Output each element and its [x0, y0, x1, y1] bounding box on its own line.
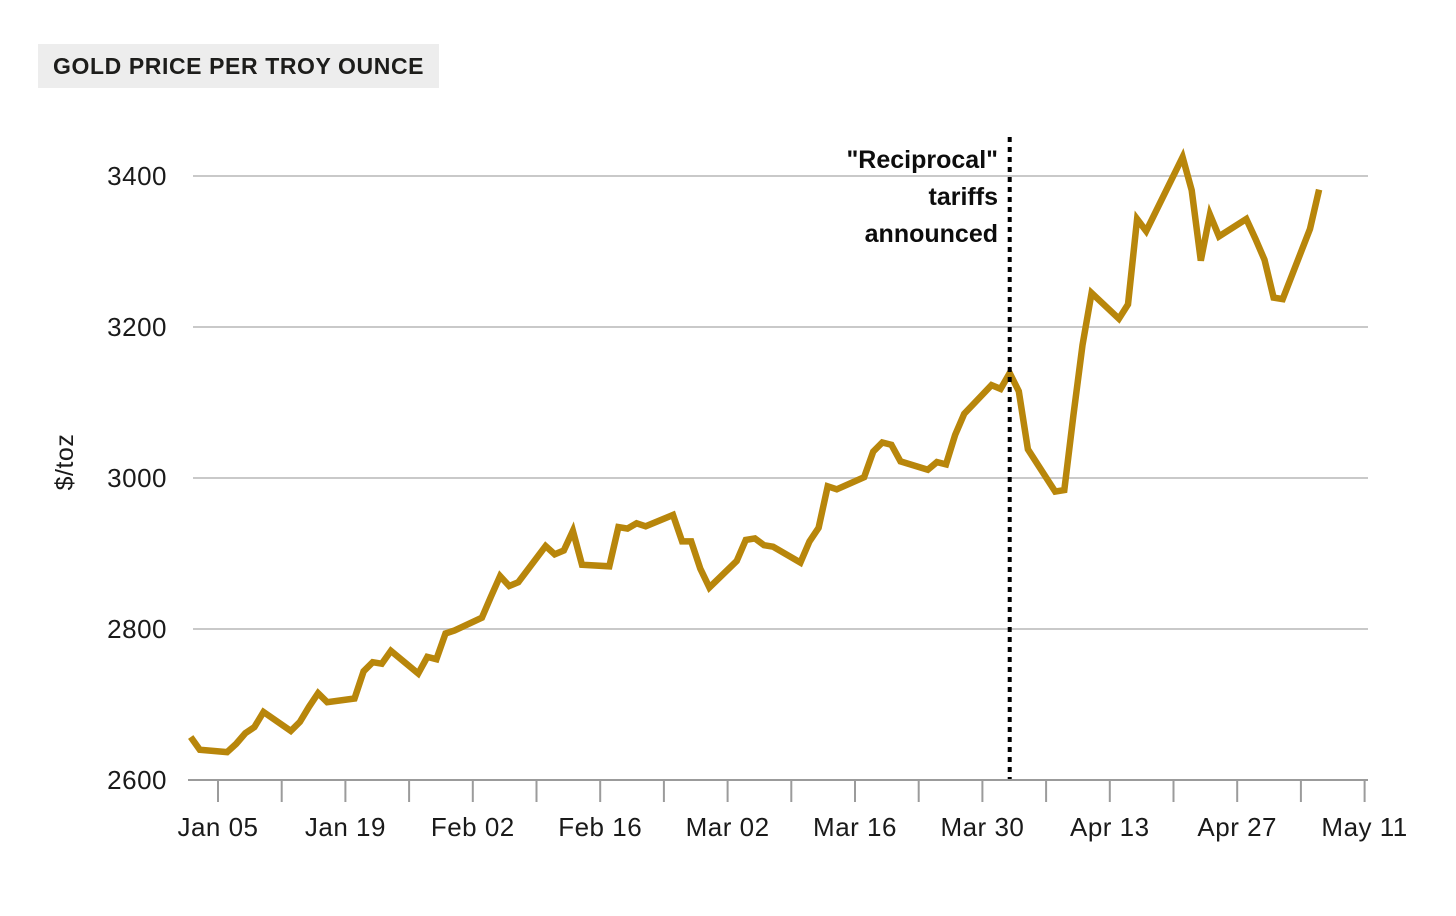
chart-title: GOLD PRICE PER TROY OUNCE: [38, 44, 440, 88]
x-tick-label-apr-27: Apr 27: [1197, 812, 1277, 842]
x-tick-label-feb-16: Feb 16: [558, 812, 642, 842]
annotation-line-3: announced: [864, 220, 998, 248]
gold-price-line: [188, 147, 1323, 756]
annotation-line-2: tariffs: [928, 183, 998, 211]
y-tick-label-2600: 2600: [107, 765, 167, 795]
y-tick-label-3000: 3000: [107, 463, 167, 493]
x-tick-label-jan-05: Jan 05: [177, 812, 258, 842]
x-tick-label-feb-02: Feb 02: [431, 812, 515, 842]
x-tick-label-may-11: May 11: [1321, 812, 1407, 842]
x-tick-label-apr-13: Apr 13: [1070, 812, 1150, 842]
y-tick-label-3400: 3400: [107, 161, 167, 191]
x-tick-label-mar-02: Mar 02: [686, 812, 770, 842]
tariffs-annotation: "Reciprocal" tariffs announced: [846, 142, 998, 253]
x-tick-label-mar-16: Mar 16: [813, 812, 897, 842]
annotation-line-1: "Reciprocal": [846, 146, 998, 174]
x-tick-label-mar-30: Mar 30: [940, 812, 1024, 842]
y-tick-label-3200: 3200: [107, 312, 167, 342]
x-tick-label-jan-19: Jan 19: [305, 812, 386, 842]
y-tick-label-2800: 2800: [107, 614, 167, 644]
